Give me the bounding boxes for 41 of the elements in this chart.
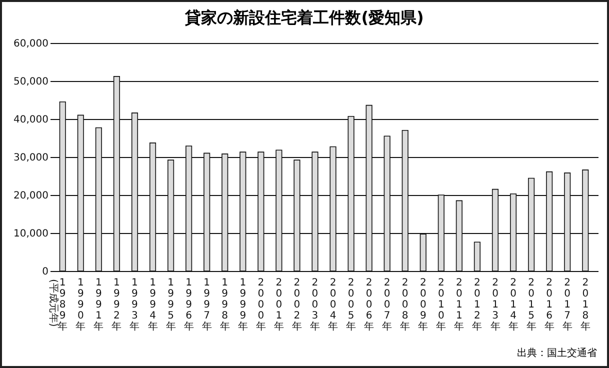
x-tick-label: 2016年 <box>544 278 554 332</box>
x-tick-label: 2009年 <box>418 278 428 332</box>
x-tick-label: 1999年 <box>238 278 248 332</box>
x-tick-label: 2015年 <box>526 278 536 332</box>
x-tick-label: 2017年 <box>562 278 572 332</box>
x-tick-label: 2001年 <box>274 278 284 332</box>
y-tick-label: 10,000 <box>14 228 48 240</box>
x-tick-label: 1990年 <box>76 278 86 332</box>
x-tick-label: 2010年 <box>436 278 446 332</box>
x-tick-label: 2002年 <box>292 278 302 332</box>
x-tick-label: 2012年 <box>472 278 482 332</box>
x-tick-label: 2014年 <box>508 278 518 332</box>
x-tick-label: 2006年 <box>364 278 374 332</box>
x-tick-label: 1992年 <box>112 278 122 332</box>
x-tick-label: 2005年 <box>346 278 356 332</box>
x-tick-label: 1997年 <box>202 278 212 332</box>
x-tick-label: 2008年 <box>400 278 410 332</box>
x-tick-label: 1995年 <box>166 278 176 332</box>
x-tick-label: 2011年 <box>454 278 464 332</box>
x-tick-label: 2000年 <box>256 278 266 332</box>
x-tick-label: 2007年 <box>382 278 392 332</box>
y-tick-label: 50,000 <box>14 76 48 88</box>
chart-title: 貸家の新設住宅着工件数(愛知県) <box>184 8 425 29</box>
bar <box>474 242 481 272</box>
source-note: 出典：国土交通省 <box>517 346 597 360</box>
x-tick-label: 2004年 <box>328 278 338 332</box>
y-tick-label: 30,000 <box>14 152 48 164</box>
x-tick-label: 1998年 <box>220 278 230 332</box>
x-tick-label: 2013年 <box>490 278 500 332</box>
x-tick-label: 2003年 <box>310 278 320 332</box>
x-tick-label: 1994年 <box>148 278 158 332</box>
y-tick-label: 40,000 <box>14 114 48 126</box>
x-tick-label: 1996年 <box>184 278 194 332</box>
y-tick-label: 20,000 <box>14 190 48 202</box>
x-tick-label: 1993年 <box>130 278 140 332</box>
y-tick-label: 60,000 <box>14 38 48 50</box>
x-tick-label: 1989年 <box>58 278 68 332</box>
x-tick-label: 1991年 <box>94 278 104 332</box>
x-tick-label: 2018年 <box>580 278 590 332</box>
text: (平成元年) <box>48 279 60 327</box>
y-tick-label: 0 <box>42 266 48 278</box>
